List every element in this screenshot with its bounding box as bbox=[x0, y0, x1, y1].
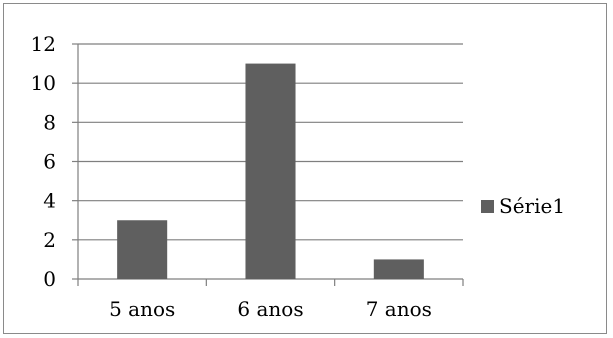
y-tick-label: 12 bbox=[31, 32, 56, 56]
y-tick-label: 8 bbox=[43, 110, 56, 134]
y-tick-label: 2 bbox=[43, 228, 56, 252]
x-tick-label: 6 anos bbox=[237, 297, 303, 321]
x-tick-labels: 5 anos 6 anos 7 anos bbox=[109, 297, 432, 321]
y-tick-label: 4 bbox=[43, 189, 56, 213]
legend-label: Série1 bbox=[499, 194, 565, 218]
bar bbox=[373, 259, 424, 279]
legend-swatch bbox=[481, 200, 494, 213]
bar bbox=[117, 220, 168, 279]
legend: Série1 bbox=[481, 194, 565, 218]
y-tick-label: 6 bbox=[43, 150, 56, 174]
y-tick-label: 10 bbox=[31, 71, 56, 95]
bar bbox=[245, 63, 296, 280]
x-tick-label: 7 anos bbox=[366, 297, 432, 321]
y-tick-labels: 0 2 4 6 8 10 12 bbox=[31, 32, 56, 291]
x-tick-label: 5 anos bbox=[109, 297, 175, 321]
y-tick-label: 0 bbox=[43, 267, 56, 291]
bars bbox=[117, 63, 424, 280]
